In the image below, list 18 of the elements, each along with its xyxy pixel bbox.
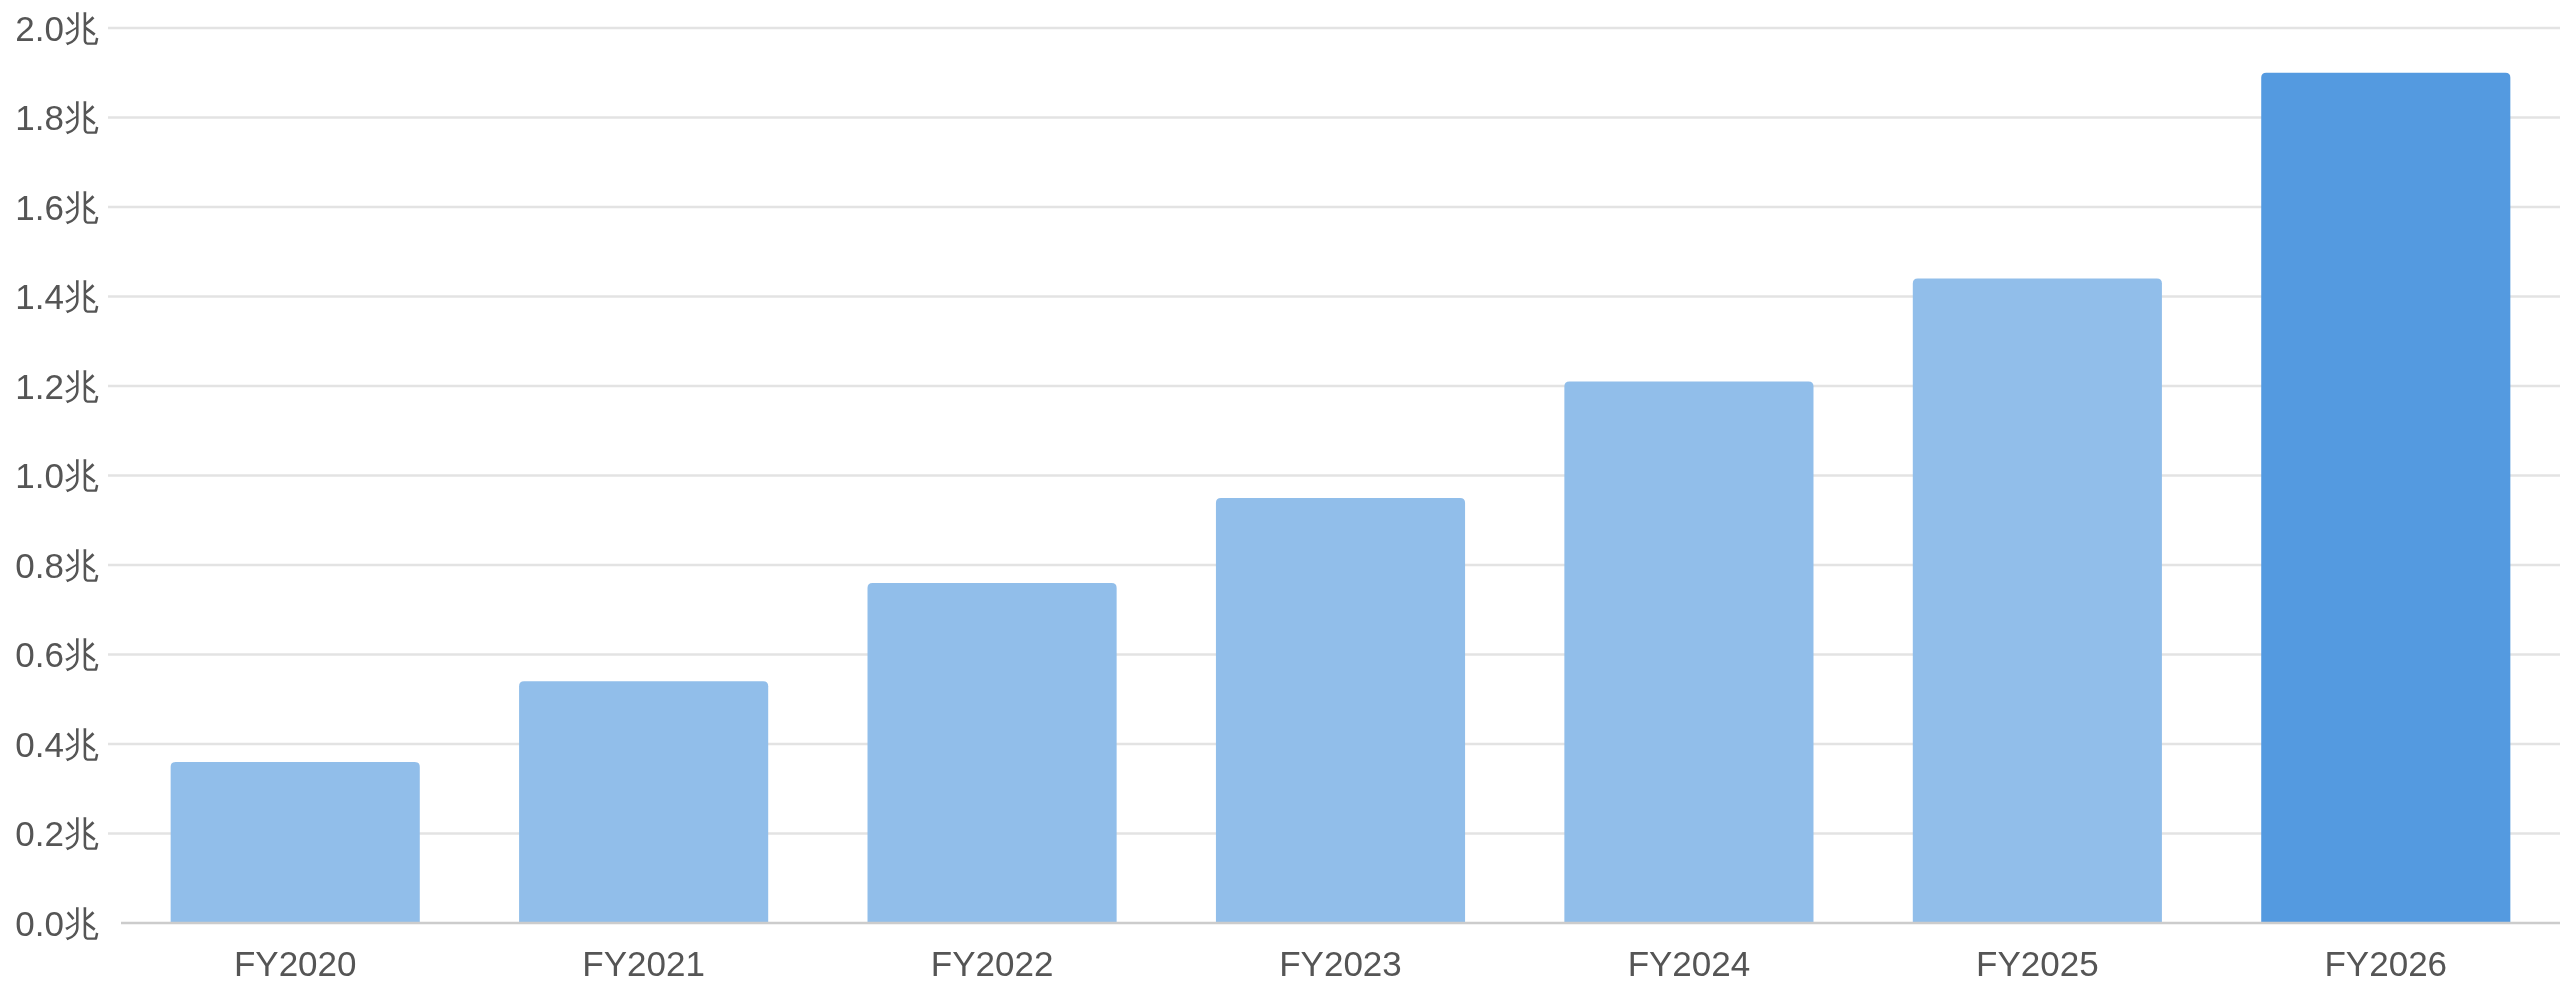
y-tick-label: 0.2兆 [15,814,99,853]
y-tick-label: 1.6兆 [15,187,99,227]
x-tick-label: FY2021 [582,943,705,983]
y-tick-label: 0.0兆 [15,903,99,943]
y-tick-label: 0.4兆 [15,724,99,764]
x-tick-label: FY2024 [1627,943,1751,983]
y-tick-label: 0.6兆 [15,635,99,674]
x-tick-label: FY2022 [930,943,1054,983]
y-tick-label: 1.8兆 [15,98,99,137]
y-tick-label: 1.4兆 [15,277,99,316]
x-tick-label: FY2026 [2324,943,2448,983]
y-tick-label: 1.0兆 [15,456,99,495]
x-tick-label: FY2023 [1279,943,1402,983]
y-tick-label: 1.2兆 [15,366,99,406]
x-tick-label: FY2020 [233,943,357,983]
y-tick-label: 0.8兆 [15,545,99,585]
y-tick-label: 2.0兆 [15,8,99,48]
x-tick-label: FY2025 [1976,943,2099,983]
